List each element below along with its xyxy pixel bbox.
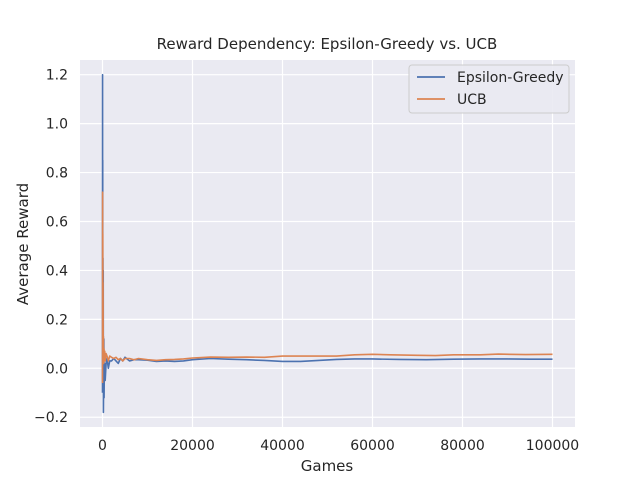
legend-entry-label: UCB — [457, 92, 487, 108]
y-tick-label: 0.2 — [46, 312, 68, 328]
plot-background — [80, 60, 575, 427]
chart-title: Reward Dependency: Epsilon-Greedy vs. UC… — [157, 35, 498, 53]
x-tick-label: 40000 — [260, 438, 305, 454]
y-tick-label: 1.0 — [46, 117, 68, 133]
y-tick-label: 1.2 — [46, 68, 68, 84]
legend: Epsilon-Greedy UCB — [408, 64, 570, 114]
y-tick-label: 0.8 — [46, 166, 68, 182]
x-tick-labels: 0 20000 40000 60000 80000 100000 — [98, 438, 579, 454]
legend-box — [408, 64, 570, 114]
x-axis-label: Games — [301, 457, 354, 475]
y-tick-labels: −0.2 0.0 0.2 0.4 0.6 0.8 1.0 1.2 — [34, 68, 68, 427]
x-tick-label: 80000 — [440, 438, 485, 454]
legend-entry-label: Epsilon-Greedy — [457, 70, 564, 86]
y-tick-label: −0.2 — [34, 410, 68, 426]
series-line-ucb — [101, 191, 553, 383]
x-tick-label: 60000 — [350, 438, 395, 454]
grid — [80, 60, 575, 427]
y-tick-label: 0.4 — [46, 263, 68, 279]
y-tick-label: 0.6 — [46, 214, 68, 230]
series-lines — [101, 73, 553, 414]
x-tick-label: 20000 — [170, 438, 215, 454]
plot-area — [80, 60, 575, 427]
x-tick-label: 100000 — [526, 438, 579, 454]
x-tick-label: 0 — [98, 438, 107, 454]
y-axis-label: Average Reward — [14, 183, 32, 305]
y-tick-label: 0.0 — [46, 361, 68, 377]
